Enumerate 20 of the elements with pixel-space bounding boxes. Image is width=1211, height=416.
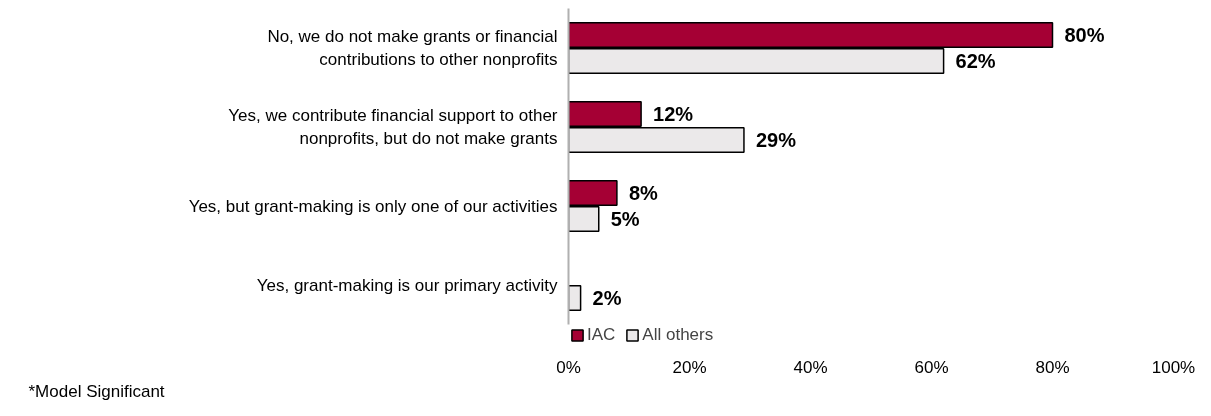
x-tick-label: 20% bbox=[672, 357, 707, 377]
legend-label: All others bbox=[642, 325, 714, 345]
x-tick-label: 0% bbox=[556, 357, 581, 377]
y-tick-label: No, we do not make grants or financial contributions to other nonprofits bbox=[267, 27, 558, 69]
y-tick-label: Yes, we contribute financial support to other nonprofits, but do not make grants bbox=[228, 106, 558, 148]
x-tick-label: 80% bbox=[1035, 357, 1070, 377]
y-tick-label: Yes, but grant-making is only one of our activities bbox=[188, 196, 558, 216]
text: 5% bbox=[610, 208, 640, 231]
text: 8% bbox=[628, 181, 658, 204]
x-tick-label: 60% bbox=[914, 357, 949, 377]
legend-label: IAC bbox=[587, 325, 616, 345]
text: *Model Significant bbox=[28, 381, 165, 401]
x-tick-label: 40% bbox=[793, 357, 828, 377]
text: 62% bbox=[955, 50, 996, 73]
y-tick-label: Yes, grant-making is our primary activity bbox=[256, 275, 558, 295]
x-tick-label: 100% bbox=[1151, 357, 1196, 377]
text: 2% bbox=[592, 287, 622, 310]
text: 12% bbox=[653, 102, 694, 125]
text: 29% bbox=[755, 129, 796, 152]
text: 80% bbox=[1064, 23, 1105, 46]
